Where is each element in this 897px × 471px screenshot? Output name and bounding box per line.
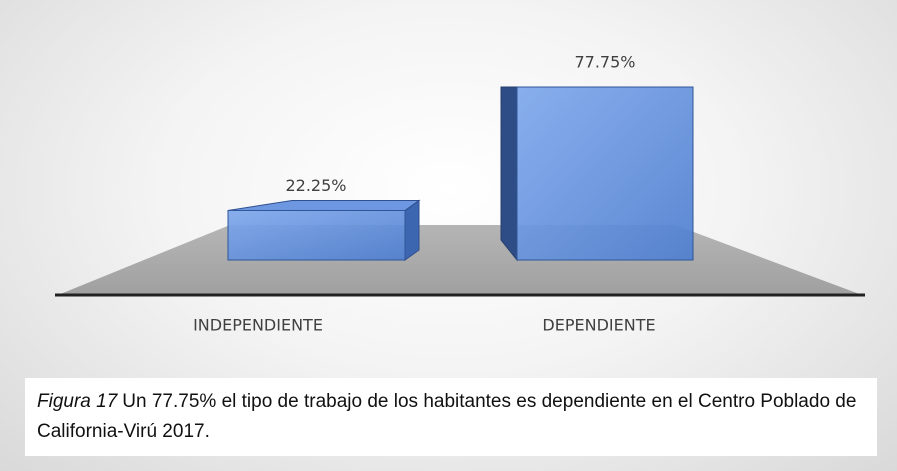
caption: Figura 17 Un 77.75% el tipo de trabajo de… (25, 378, 877, 456)
bar (227, 209, 406, 261)
caption-text: Un 77.75% el tipo de trabajo de los habi… (37, 391, 857, 442)
data-label: 22.25% (285, 176, 346, 195)
data-label: 77.75% (574, 53, 635, 72)
bar-side (500, 86, 518, 262)
x-tick-label: DEPENDIENTE (542, 316, 655, 335)
bar-top (227, 199, 421, 211)
caption-label: Figura 17 (37, 391, 118, 412)
bar (516, 86, 694, 261)
floor (58, 225, 862, 295)
x-tick-label: INDEPENDIENTE (193, 316, 323, 335)
